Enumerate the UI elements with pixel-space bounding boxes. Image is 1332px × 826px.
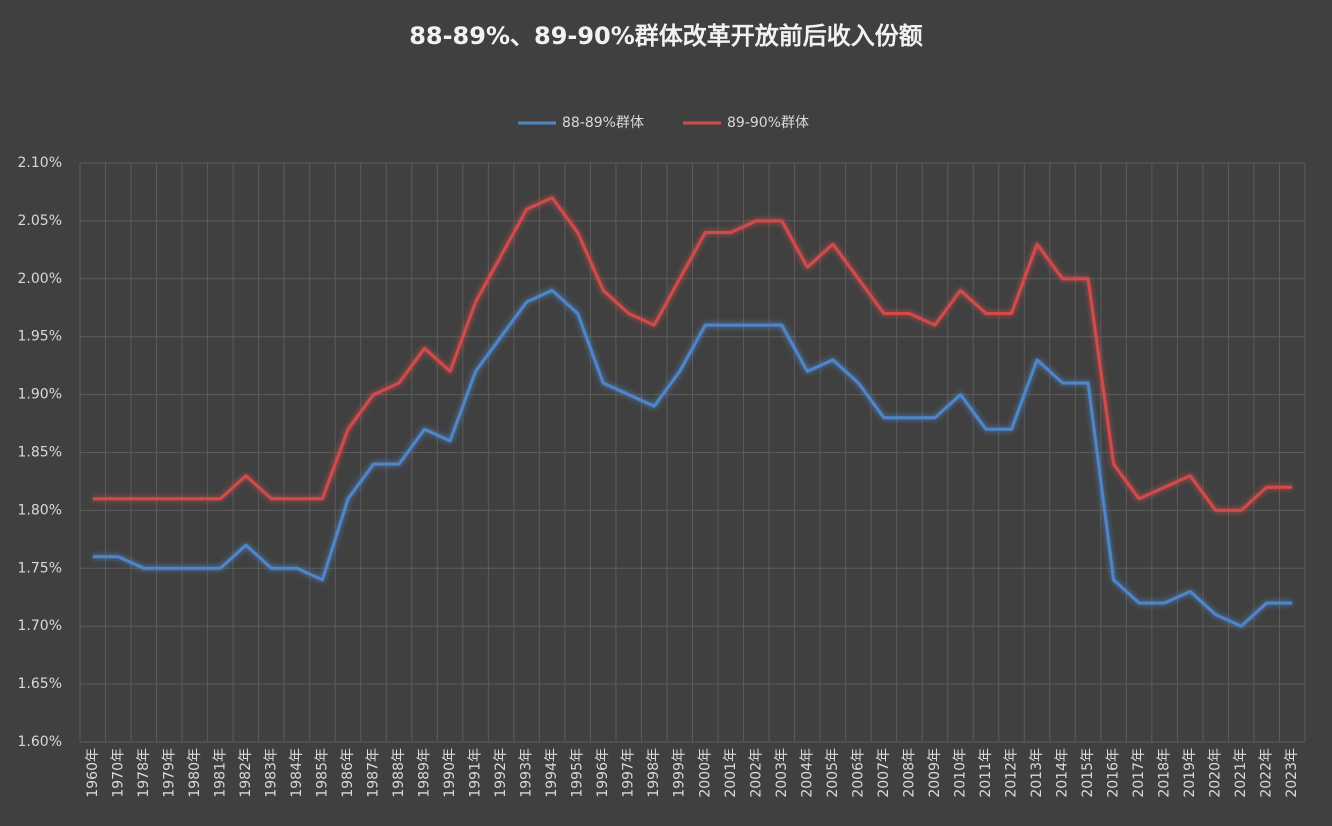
x-tick-label: 1984年 (289, 748, 305, 798)
x-tick-label: 1999年 (672, 748, 688, 798)
x-tick-label: 1982年 (238, 748, 254, 798)
series-line (92, 288, 1293, 628)
x-tick-label: 1988年 (391, 748, 407, 798)
x-tick-label: 1989年 (417, 748, 433, 798)
x-tick-label: 1978年 (136, 748, 152, 798)
x-tick-label: 2022年 (1259, 748, 1275, 798)
y-tick-label: 1.95% (18, 329, 62, 345)
y-tick-label: 2.05% (18, 213, 62, 229)
x-tick-label: 1992年 (493, 748, 509, 798)
x-tick-label: 2020年 (1208, 748, 1224, 798)
x-tick-label: 2001年 (723, 748, 739, 798)
x-tick-label: 1994年 (544, 748, 560, 798)
x-tick-label: 2004年 (799, 748, 815, 798)
x-tick-label: 1985年 (314, 748, 330, 798)
x-tick-label: 1986年 (340, 748, 356, 798)
x-tick-label: 2021年 (1233, 748, 1249, 798)
x-tick-label: 2017年 (1131, 748, 1147, 798)
x-tick-label: 2002年 (748, 748, 764, 798)
x-tick-label: 1997年 (621, 748, 637, 798)
y-tick-label: 2.00% (18, 271, 62, 287)
y-tick-label: 1.70% (18, 618, 62, 634)
y-tick-label: 1.75% (18, 560, 62, 576)
x-tick-label: 2015年 (1080, 748, 1096, 798)
x-tick-label: 1990年 (442, 748, 458, 798)
x-tick-label: 2003年 (774, 748, 790, 798)
x-tick-label: 2016年 (1106, 748, 1122, 798)
x-tick-label: 1993年 (519, 748, 535, 798)
x-tick-label: 1998年 (646, 748, 662, 798)
y-tick-label: 1.60% (18, 734, 62, 750)
x-tick-label: 2023年 (1284, 748, 1300, 798)
x-tick-label: 1980年 (187, 748, 203, 798)
x-tick-label: 1995年 (570, 748, 586, 798)
x-tick-label: 1979年 (161, 748, 177, 798)
y-tick-label: 1.80% (18, 502, 62, 518)
x-tick-label: 2007年 (876, 748, 892, 798)
chart-title: 88-89%、89-90%群体改革开放前后收入份额 (409, 22, 923, 50)
x-tick-label: 1960年 (85, 748, 101, 798)
x-tick-label: 1987年 (365, 748, 381, 798)
x-tick-label: 2008年 (901, 748, 917, 798)
x-tick-label: 1996年 (595, 748, 611, 798)
x-tick-label: 2005年 (825, 748, 841, 798)
x-tick-label: 1983年 (263, 748, 279, 798)
x-tick-label: 2014年 (1055, 748, 1071, 798)
y-tick-label: 2.10% (18, 155, 62, 171)
y-tick-label: 1.85% (18, 445, 62, 461)
legend-label: 88-89%群体 (562, 115, 644, 131)
y-tick-label: 1.65% (18, 676, 62, 692)
x-tick-label: 1981年 (212, 748, 228, 798)
x-tick-label: 1970年 (110, 748, 126, 798)
x-tick-label: 1991年 (468, 748, 484, 798)
x-tick-label: 2019年 (1182, 748, 1198, 798)
x-tick-label: 2011年 (978, 748, 994, 798)
legend-label: 89-90%群体 (727, 115, 809, 131)
y-tick-label: 1.90% (18, 387, 62, 403)
x-tick-label: 2000年 (697, 748, 713, 798)
x-tick-label: 2009年 (927, 748, 943, 798)
x-tick-label: 2012年 (1004, 748, 1020, 798)
series-line (92, 196, 1293, 512)
x-tick-label: 2018年 (1157, 748, 1173, 798)
x-tick-label: 2013年 (1029, 748, 1045, 798)
x-tick-label: 2010年 (952, 748, 968, 798)
x-tick-label: 2006年 (850, 748, 866, 798)
